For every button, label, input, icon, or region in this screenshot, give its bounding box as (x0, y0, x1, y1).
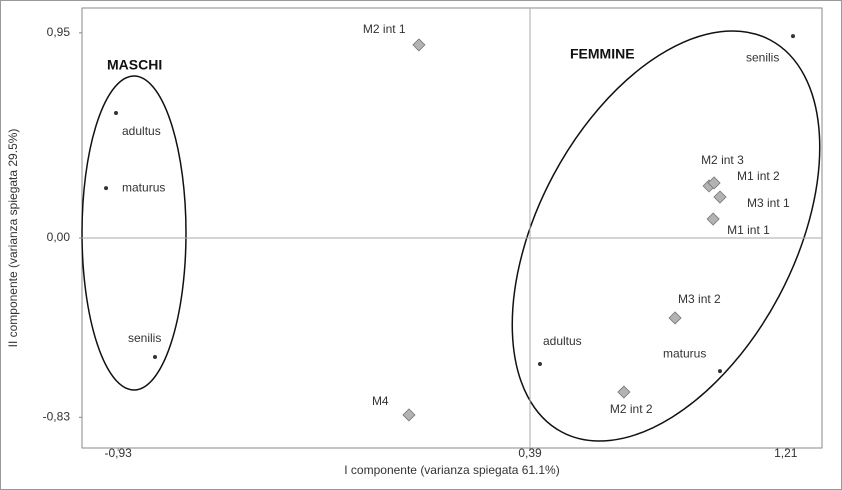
point-label: adultus (543, 334, 582, 348)
point (153, 355, 158, 360)
x-axis-title: I componente (varianza spiegata 61.1%) (344, 463, 559, 477)
x-tick-label: 0,39 (518, 446, 542, 460)
point (706, 212, 720, 226)
point-label: senilis (746, 50, 779, 64)
point (412, 38, 426, 52)
point (537, 361, 542, 366)
y-tick-label: -0,83 (43, 409, 71, 423)
group-ellipse (511, 30, 821, 442)
point-label: senilis (128, 331, 161, 345)
point-label: M3 int 1 (747, 196, 790, 210)
group-label: MASCHI (107, 57, 162, 73)
y-tick-label: 0,00 (47, 230, 71, 244)
point (790, 34, 795, 39)
point (717, 369, 722, 374)
point-label: M1 int 2 (737, 169, 780, 183)
point-label: M3 int 2 (678, 292, 721, 306)
point (402, 408, 416, 422)
y-tick-label: 0,95 (47, 25, 71, 39)
point-label: maturus (663, 346, 706, 360)
point (713, 190, 727, 204)
point (104, 186, 109, 191)
point-label: M1 int 1 (727, 223, 770, 237)
point (114, 110, 119, 115)
y-axis-title: II componente (varianza spiegata 29.5%) (6, 129, 20, 348)
point (617, 385, 631, 399)
point-label: maturus (122, 180, 165, 194)
x-tick-label: -0,93 (105, 446, 133, 460)
x-tick-label: 1,21 (774, 446, 798, 460)
point-label: adultus (122, 124, 161, 138)
point-label: M4 (372, 394, 389, 408)
point (668, 311, 682, 325)
point-label: M2 int 2 (610, 402, 653, 416)
point (707, 176, 721, 190)
group-ellipse (81, 75, 187, 391)
group-label: FEMMINE (570, 46, 635, 62)
point-label: M2 int 1 (363, 22, 406, 36)
point-label: M2 int 3 (701, 153, 744, 167)
